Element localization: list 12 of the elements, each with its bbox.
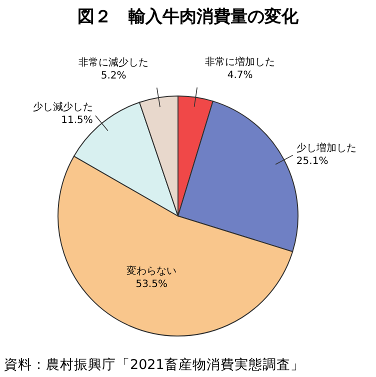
data-label: 25.1%	[296, 156, 328, 167]
slice-label: 非常に増加した	[205, 56, 276, 68]
text: 資料：農村振興庁「2021畜産物消費実態調査」	[4, 356, 304, 373]
data-label: 5.2%	[100, 70, 126, 82]
slice-label: 少し増加した	[296, 142, 356, 154]
data-label: 4.7%	[227, 70, 253, 82]
data-label: 11.5%	[61, 114, 93, 126]
slice-label: 非常に減少した	[78, 56, 149, 68]
slice-label: 少し減少した	[32, 100, 93, 113]
chart-title: 図２ 輸入牛肉消費量の変化	[78, 7, 300, 27]
data-label: 53.5%	[136, 278, 168, 290]
slice-label: 変わらない	[126, 264, 177, 277]
